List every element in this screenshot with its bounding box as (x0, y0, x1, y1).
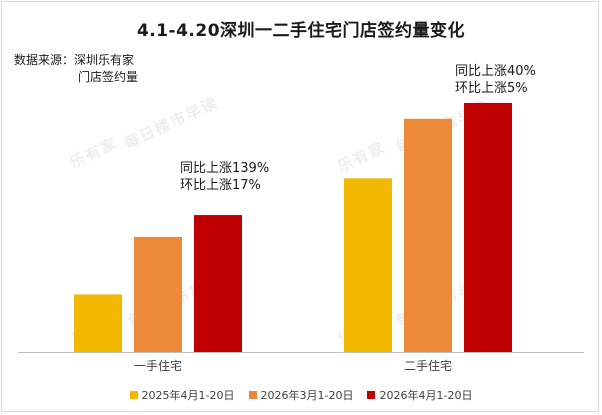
data-source-note: 数据来源：深圳乐有家 门店签约量 (14, 52, 154, 86)
annotation-line: 环比上涨17% (180, 178, 261, 193)
bar-first-hand-series-2 (134, 236, 182, 352)
annotation-line: 同比上涨40% (455, 64, 536, 79)
legend-swatch (367, 391, 376, 399)
source-line-2: 门店签约量 (78, 70, 139, 84)
legend-item: 2026年3月1-20日 (248, 387, 354, 403)
chart-title: 4.1-4.20深圳一二手住宅门店签约量变化 (136, 21, 466, 41)
annotation-second-hand: 同比上涨40% 环比上涨5% (455, 63, 536, 97)
source-label: 数据来源： (14, 53, 75, 67)
annotation-line: 同比上涨139% (180, 161, 270, 176)
legend-swatch (248, 391, 257, 399)
legend-item: 2026年4月1-20日 (367, 387, 472, 403)
bar-second-hand-series-1 (344, 178, 392, 352)
legend-label: 2026年4月1-20日 (379, 389, 473, 402)
bar-first-hand-series-1 (74, 294, 122, 352)
legend-item: 2025年4月1-20日 (129, 387, 235, 403)
source-line-1: 深圳乐有家 (74, 53, 135, 67)
x-tick-label: 一手住宅 (134, 358, 182, 373)
chart-legend: 2025年4月1-20日 2026年3月1-20日 2026年4月1-20日 (0, 387, 602, 403)
bar-second-hand-series-3 (464, 102, 512, 352)
legend-label: 2026年3月1-20日 (260, 389, 354, 402)
legend-swatch (129, 391, 138, 399)
annotation-first-hand: 同比上涨139% 环比上涨17% (180, 160, 269, 194)
annotation-line: 环比上涨5% (455, 81, 528, 96)
bar-first-hand-series-3 (194, 215, 242, 352)
legend-label: 2025年4月1-20日 (141, 389, 235, 402)
bar-second-hand-series-2 (404, 118, 452, 352)
x-tick-label: 二手住宅 (404, 358, 452, 373)
